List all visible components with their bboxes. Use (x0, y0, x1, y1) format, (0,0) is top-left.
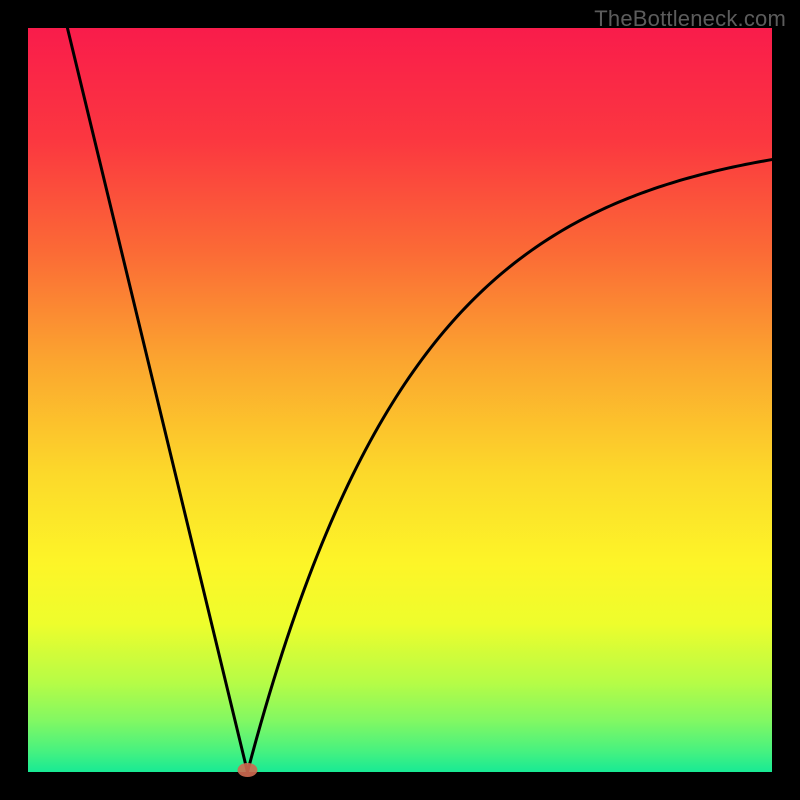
plot-background (28, 28, 772, 772)
chart-container: TheBottleneck.com (0, 0, 800, 800)
watermark-text: TheBottleneck.com (594, 6, 786, 32)
chart-svg (0, 0, 800, 800)
minimum-marker (237, 763, 257, 777)
